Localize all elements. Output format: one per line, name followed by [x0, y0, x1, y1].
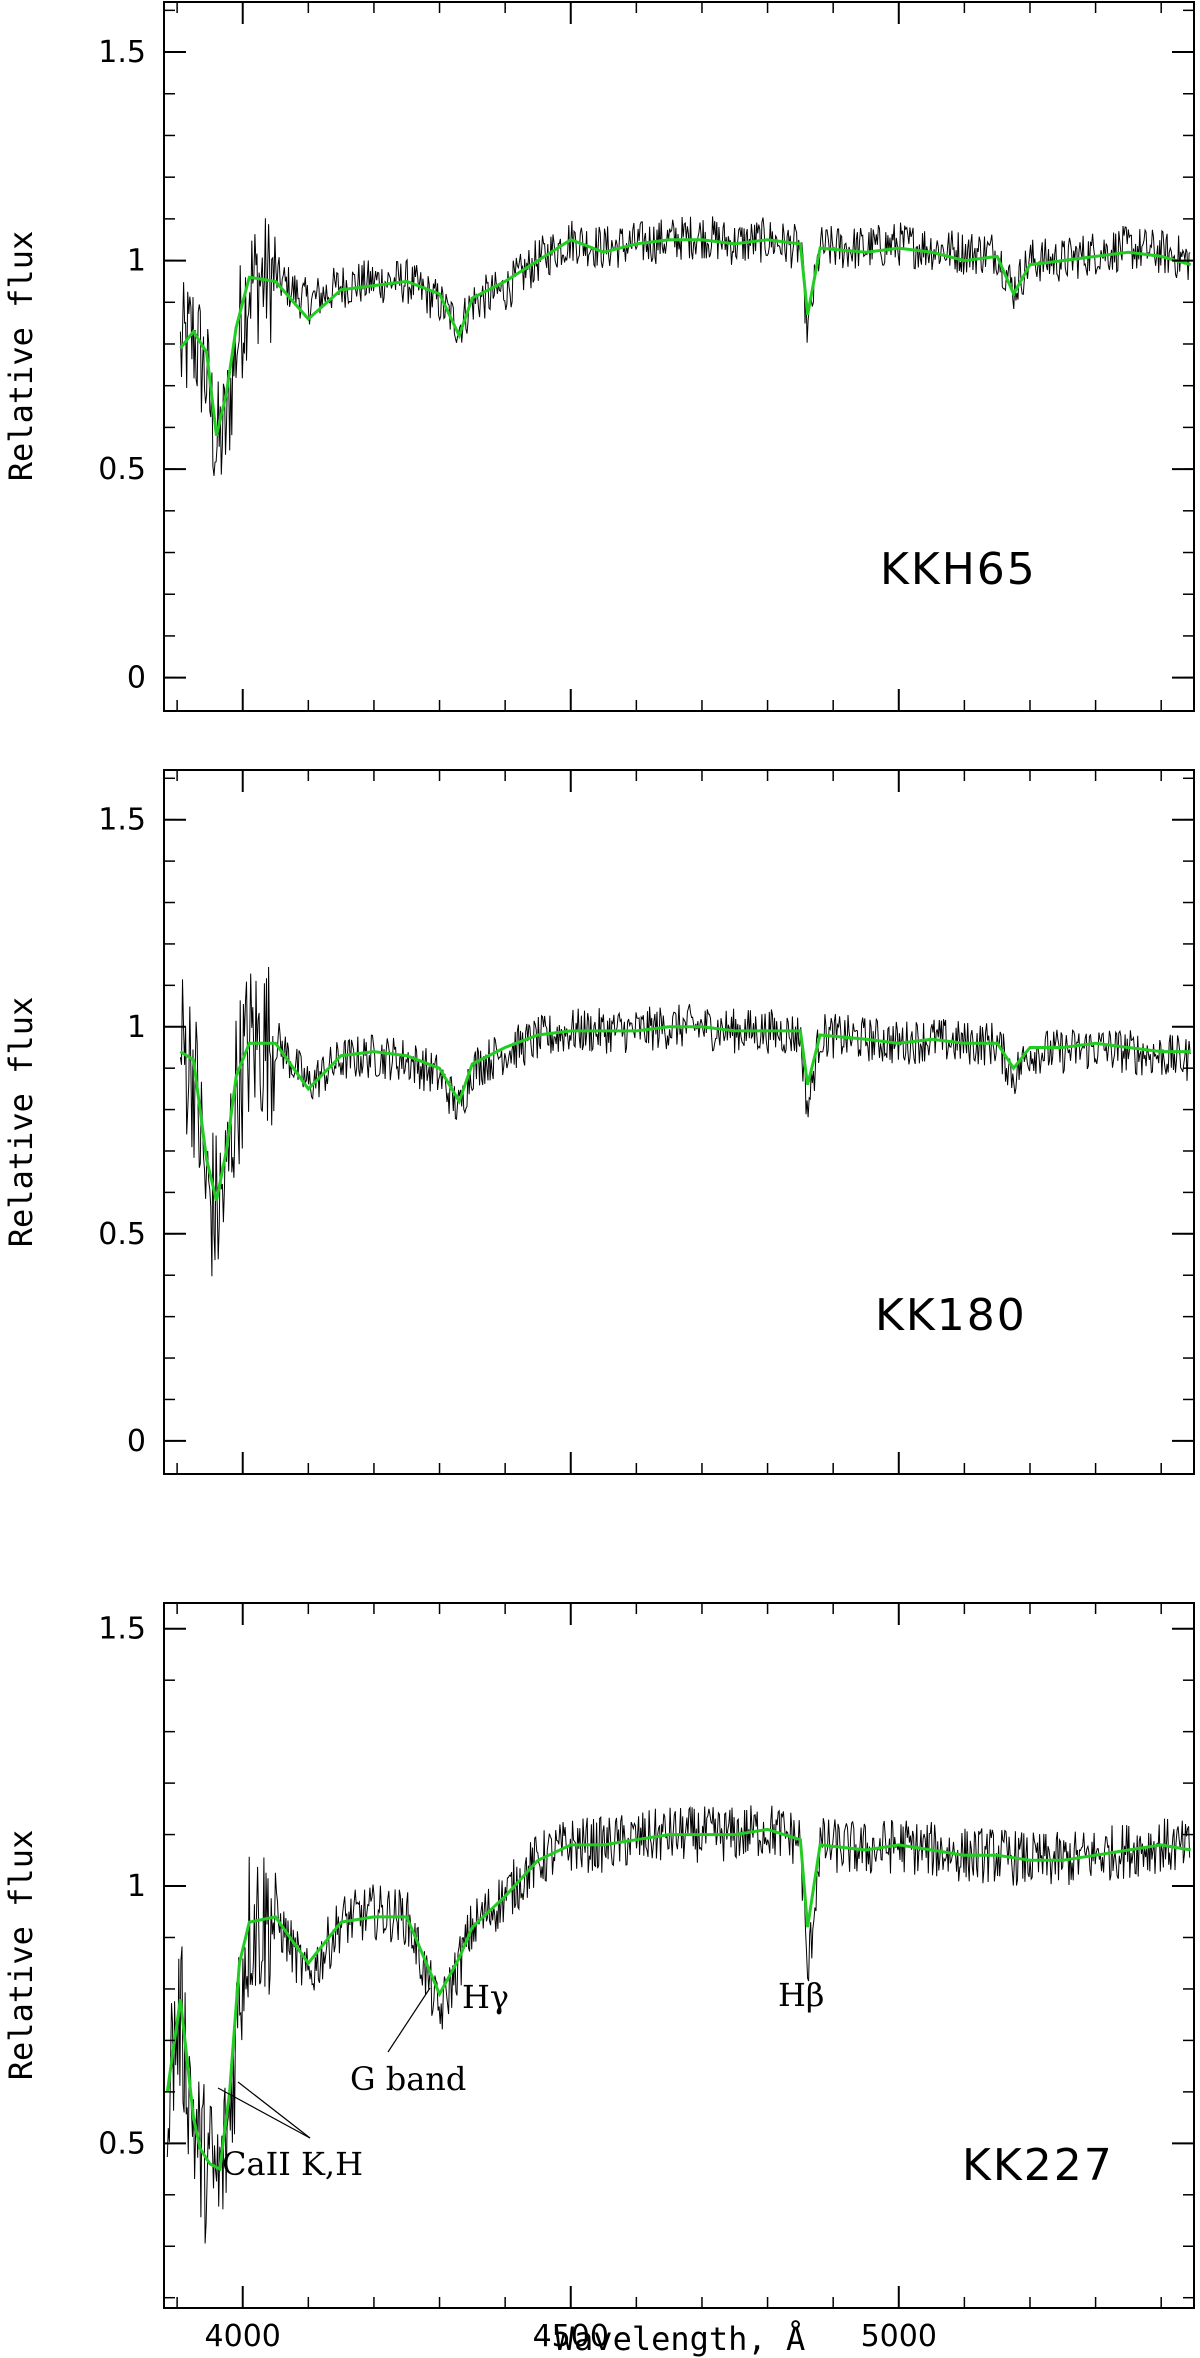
panel-label: KK180: [875, 1290, 1027, 1341]
y-tick-label: 0: [127, 1424, 146, 1459]
caii-pointer-line-2: [237, 2081, 311, 2139]
y-tick-label: 0.5: [98, 2126, 146, 2161]
y-tick-label: 1.5: [98, 35, 146, 70]
panel-kkh65: 0 0.5 1 1.5 Relative flux KKH65: [2, 1, 1195, 712]
y-tick-label: 1.5: [98, 803, 146, 838]
annotation-h-gamma: Hγ: [462, 1978, 509, 2016]
y-tick-label: 1.5: [98, 1612, 146, 1647]
y-tick-label: 0.5: [98, 1217, 146, 1252]
y-tick-label: 0.5: [98, 452, 146, 487]
annotation-caii: CaII K,H: [222, 2145, 363, 2183]
annotation-g-band: G band: [350, 2060, 466, 2098]
x-axis-label: Wavelength, Å: [555, 2320, 805, 2358]
observed-spectrum-line: [179, 216, 1191, 476]
y-tick-label: 1: [127, 244, 146, 279]
model-spectrum-line: [165, 1827, 1191, 2172]
y-tick-label: 1: [127, 1010, 146, 1045]
observed-spectrum-line: [179, 966, 1191, 1277]
plot-frame: [163, 1602, 1195, 2309]
caii-pointer-line-1: [217, 2087, 311, 2139]
annotation-h-beta: Hβ: [778, 1976, 824, 2014]
x-tick-label: 4000: [205, 2319, 281, 2354]
x-tick-label: 5000: [861, 2319, 937, 2354]
y-tick-label: 0: [127, 661, 146, 696]
plot-frame: [163, 1, 1195, 712]
model-spectrum-line: [179, 1025, 1191, 1202]
panel-label: KKH65: [880, 544, 1037, 595]
x-tick-label: 4500: [533, 2319, 609, 2354]
gband-pointer-line: [387, 1987, 431, 2053]
panel-kk180: 0 0.5 1 1.5 Relative flux KK180: [2, 769, 1195, 1475]
y-axis-label: Relative flux: [2, 231, 40, 481]
plot-frame: [163, 769, 1195, 1475]
panel-label: KK227: [962, 2140, 1114, 2191]
model-spectrum-line: [179, 238, 1192, 437]
y-tick-label: 1: [127, 1869, 146, 1904]
y-axis-label: Relative flux: [2, 1830, 40, 2080]
y-axis-label: Relative flux: [2, 997, 40, 1247]
